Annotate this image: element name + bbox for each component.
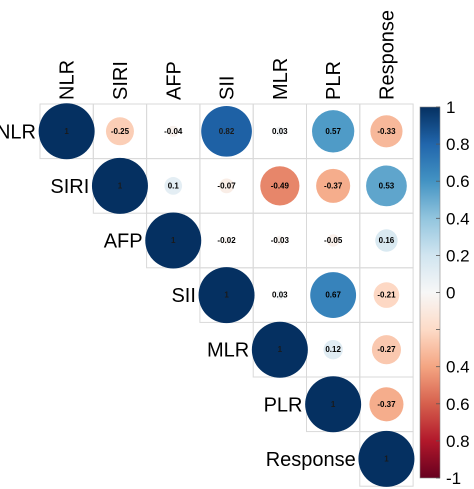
correlation-circle: [369, 387, 404, 422]
correlation-value-label: 0.1: [168, 181, 180, 190]
correlation-value-label: 0.12: [325, 345, 341, 354]
correlation-circle: [38, 103, 95, 160]
correlation-value-label: -0.04: [164, 127, 183, 136]
correlation-circle: [316, 168, 351, 203]
row-label: AFP: [104, 231, 143, 253]
correlation-value-label: -0.37: [377, 400, 396, 409]
correlation-circle: [91, 157, 148, 214]
correlation-value-label: 1: [171, 236, 176, 245]
correlation-value-label: -0.21: [377, 291, 396, 300]
correlation-circles: [38, 103, 415, 487]
correlation-circle: [326, 234, 340, 247]
row-label: NLR: [0, 121, 36, 143]
correlation-circle: [373, 282, 400, 308]
correlation-circle: [371, 335, 401, 365]
correlation-circle: [305, 376, 362, 433]
row-label: MLR: [207, 340, 249, 362]
correlation-value-label: -0.03: [271, 236, 290, 245]
row-label: PLR: [264, 394, 303, 416]
correlation-value-label: -0.27: [377, 345, 396, 354]
correlation-value-label: 1: [331, 400, 336, 409]
correlation-value-label: -0.05: [324, 236, 343, 245]
row-label: SII: [171, 285, 195, 307]
correlation-circle: [275, 290, 285, 300]
correlation-value-label: 0.53: [379, 181, 395, 190]
colorbar-tick-label: 0.4: [446, 209, 470, 228]
colorbar-tick-label: 0.4: [446, 358, 470, 377]
colorbar-tick-label: 0.2: [446, 246, 470, 265]
correlation-value-label: 0.16: [379, 236, 395, 245]
column-label: Response: [376, 10, 398, 100]
correlation-circle: [275, 235, 285, 246]
correlation-circle: [375, 229, 398, 252]
correlation-circle: [260, 166, 300, 206]
column-label: SIRI: [110, 61, 132, 100]
correlation-circle: [219, 178, 234, 194]
correlation-circle: [370, 115, 403, 148]
correlation-circle: [222, 236, 231, 245]
correlation-circle: [310, 272, 357, 319]
correlation-circle: [358, 430, 415, 487]
correlation-value-label: 0.03: [272, 127, 288, 136]
correlation-value-label: -0.49: [271, 181, 290, 190]
correlation-circle: [145, 212, 202, 269]
correlation-values: 1 -0.25 -0.04 0.82 0.03 0.57 -0.33 1 0.1 -0.07 -0.…: [64, 127, 396, 464]
row-label: SIRI: [50, 176, 89, 198]
correlation-circle: [105, 117, 134, 146]
correlation-value-label: 1: [64, 127, 69, 136]
correlation-value-label: -0.07: [217, 181, 236, 190]
column-label: SII: [217, 76, 239, 100]
colorbar-tick-label: 0.8: [446, 135, 470, 154]
colorbar-tick-label: -1: [446, 469, 461, 488]
column-label: PLR: [323, 61, 345, 100]
correlation-circle: [251, 321, 308, 378]
correlation-value-label: 1: [384, 454, 389, 463]
correlation-value-label: -0.37: [324, 181, 343, 190]
column-label: NLR: [57, 60, 79, 100]
correlation-value-label: 0.57: [325, 127, 341, 136]
correlation-circle: [312, 110, 355, 153]
correlation-value-label: 1: [224, 291, 229, 300]
row-labels: NLR SIRI AFP SII MLR PLR Response: [0, 121, 356, 471]
correlation-value-label: 0.03: [272, 291, 288, 300]
correlation-value-label: -0.33: [377, 127, 396, 136]
correlation-value-label: 0.82: [219, 127, 235, 136]
correlation-circle: [201, 105, 252, 157]
correlation-circle: [167, 125, 179, 137]
correlation-circle: [275, 126, 285, 137]
correlation-circle: [198, 267, 255, 324]
colorbar: 1 0.8 0.6 0.4 0.2 0 0.4 0.6 0.8 -1: [419, 98, 470, 488]
correlation-value-label: -0.02: [217, 236, 236, 245]
correlation-circle: [164, 177, 183, 195]
colorbar-tick-label: 0.6: [446, 172, 470, 191]
colorbar-tick-label: 0.6: [446, 395, 470, 414]
correlation-circle: [366, 165, 407, 207]
row-label: Response: [266, 449, 356, 471]
correlation-circle: [323, 340, 343, 360]
colorbar-tick-label: 0.8: [446, 432, 470, 451]
correlation-value-label: 0.67: [325, 291, 341, 300]
colorbar-tick-label: 0: [446, 284, 455, 303]
column-label: MLR: [270, 58, 292, 100]
column-label: AFP: [163, 61, 185, 100]
correlation-value-label: 1: [278, 345, 283, 354]
correlation-value-label: -0.25: [111, 127, 130, 136]
correlation-value-label: 1: [118, 181, 123, 190]
column-labels: NLR SIRI AFP SII MLR PLR Response: [57, 10, 399, 100]
colorbar-tick-label: 1: [446, 98, 455, 117]
